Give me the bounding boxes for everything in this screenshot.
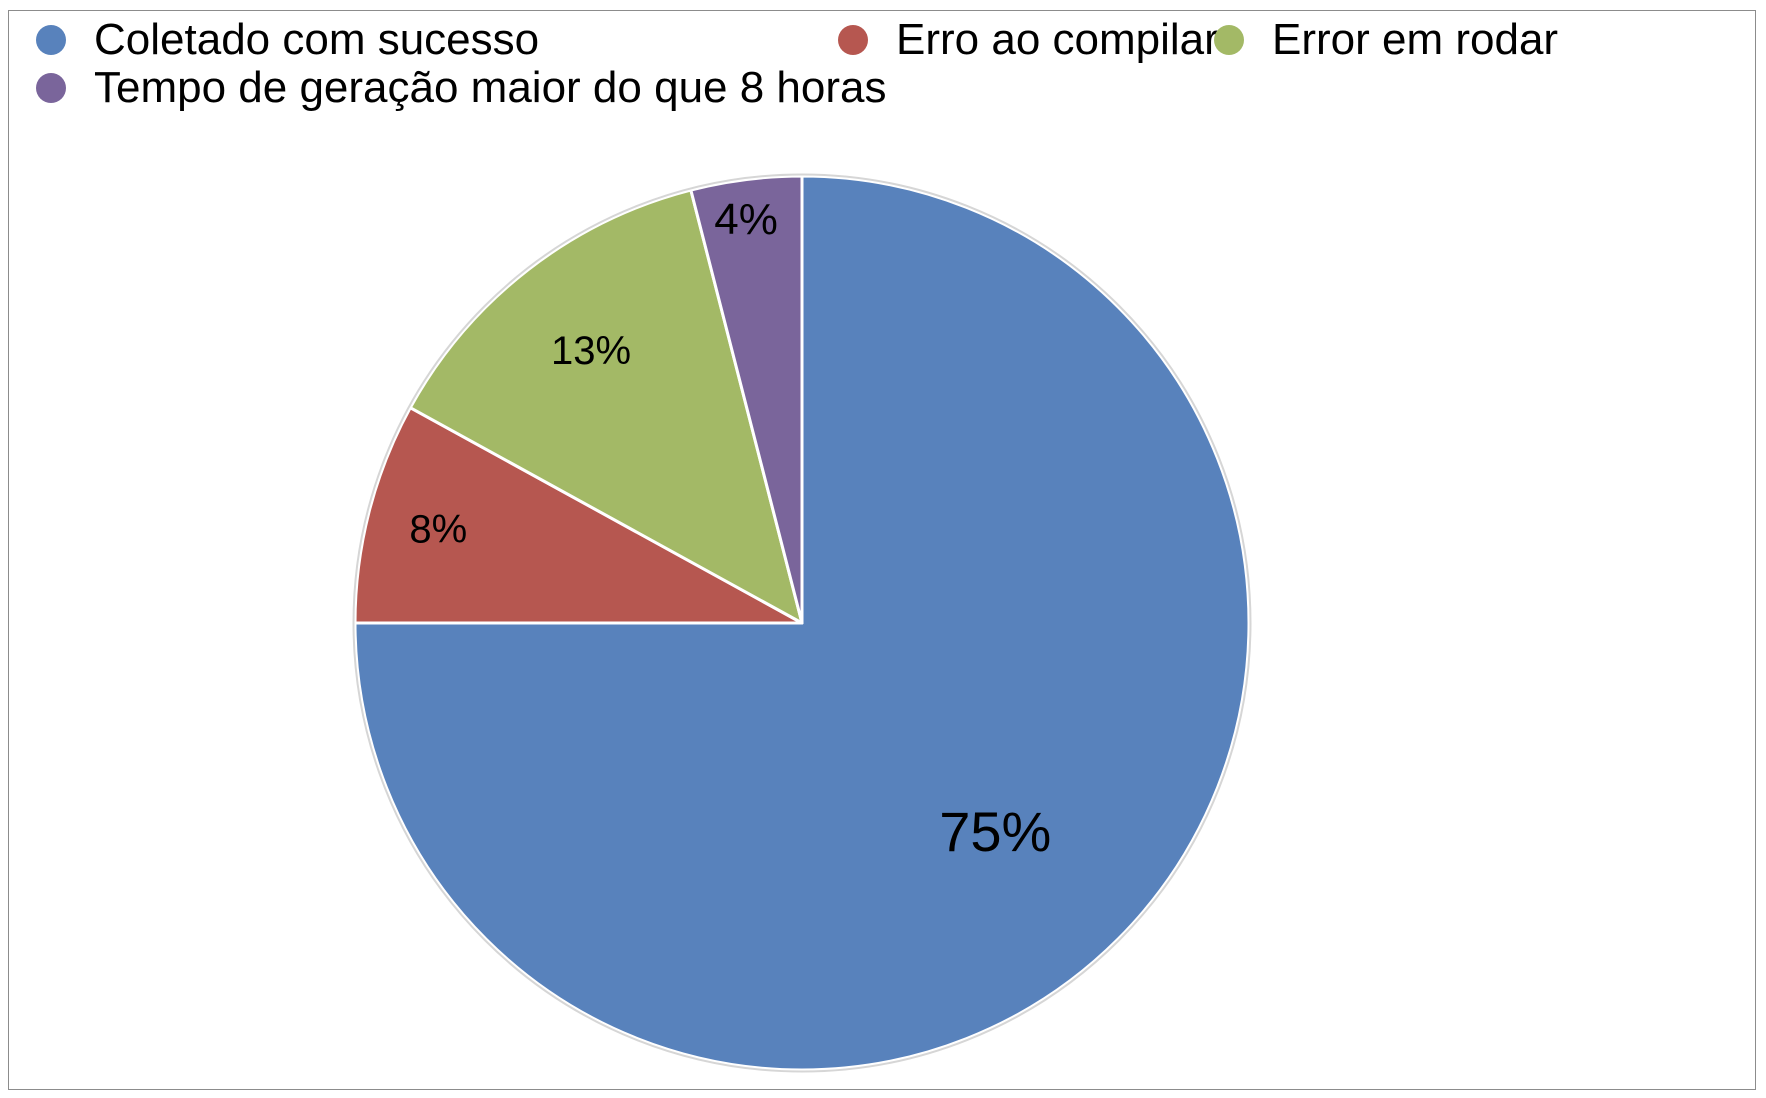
legend-label-tempo-geracao: Tempo de geração maior do que 8 horas bbox=[94, 63, 887, 112]
pie-label-tempo-geracao: 4% bbox=[714, 195, 778, 244]
pie-label-coletado: 75% bbox=[939, 800, 1051, 863]
legend-swatch-erro-compilar bbox=[838, 25, 868, 55]
legend-item-coletado: Coletado com sucesso bbox=[36, 18, 539, 62]
legend-swatch-tempo-geracao bbox=[36, 73, 66, 103]
pie-slice-tempo-geracao bbox=[689, 174, 804, 625]
pie-label-erro-compilar: 8% bbox=[409, 508, 467, 552]
legend-label-coletado: Coletado com sucesso bbox=[94, 15, 540, 64]
pie-label-error-rodar: 13% bbox=[551, 329, 631, 373]
pie-rim bbox=[352, 173, 1252, 1073]
legend-swatch-error-rodar bbox=[1214, 25, 1244, 55]
pie-labels: 75% 8% 13% 4% bbox=[409, 195, 1051, 863]
legend-item-erro-compilar: Erro ao compilar bbox=[838, 18, 1219, 62]
legend-label-erro-compilar: Erro ao compilar bbox=[896, 15, 1219, 64]
pie-slices bbox=[352, 173, 1252, 1073]
legend-item-tempo-geracao: Tempo de geração maior do que 8 horas bbox=[36, 66, 887, 110]
legend-label-error-rodar: Error em rodar bbox=[1272, 15, 1559, 64]
pie-slice-error-rodar bbox=[408, 188, 804, 625]
pie-slice-erro-compilar bbox=[353, 406, 804, 625]
legend-swatch-coletado bbox=[36, 25, 66, 55]
legend-item-error-rodar: Error em rodar bbox=[1214, 18, 1558, 62]
